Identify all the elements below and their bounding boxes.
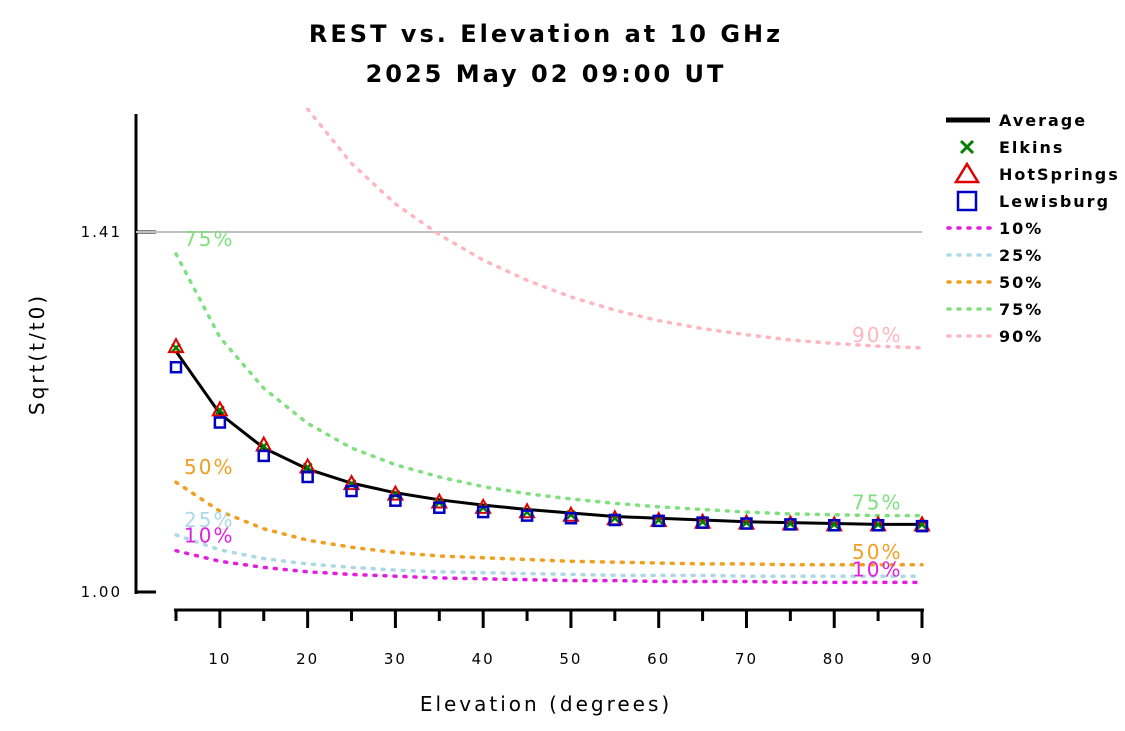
legend-label: 50% bbox=[999, 273, 1043, 292]
legend-swatch-triangle bbox=[953, 161, 981, 184]
x-tick-label: 40 bbox=[472, 650, 495, 668]
y-axis-label: Sqrt(t/t0) bbox=[25, 293, 49, 415]
lewisburg-point bbox=[564, 511, 578, 525]
percentile-line-10pct bbox=[174, 548, 924, 585]
hotsprings-point bbox=[430, 492, 448, 509]
legend-item-75pct: 75% bbox=[946, 300, 1043, 319]
legend-label: 10% bbox=[999, 219, 1043, 238]
chart-subtitle: 2025 May 02 09:00 UT bbox=[366, 60, 727, 88]
lewisburg-point bbox=[389, 494, 402, 507]
lewisburg-point bbox=[169, 360, 183, 374]
legend-item-lewisburg: Lewisburg bbox=[956, 190, 1110, 212]
x-tick-label: 30 bbox=[384, 650, 407, 668]
legend-swatch-square bbox=[956, 190, 978, 212]
average-line bbox=[174, 350, 922, 526]
legend-swatch-x bbox=[959, 139, 975, 155]
hotsprings-point bbox=[386, 484, 405, 501]
lewisburg-point bbox=[433, 501, 446, 514]
percentile-label: 90% bbox=[852, 323, 902, 347]
lewisburg-point bbox=[301, 470, 314, 484]
x-tick-label: 70 bbox=[735, 650, 758, 668]
percentile-label: 50% bbox=[184, 455, 234, 479]
lewisburg-point bbox=[213, 416, 227, 429]
percentile-label: 75% bbox=[184, 227, 234, 251]
hotsprings-point bbox=[342, 474, 361, 491]
y-tick-label: 1.41 bbox=[81, 223, 122, 241]
legend-item-50pct: 50% bbox=[946, 273, 1043, 292]
percentile-label: 25% bbox=[184, 508, 234, 532]
x-tick-label: 90 bbox=[910, 650, 933, 668]
percentile-label: 75% bbox=[852, 491, 902, 515]
x-tick-label: 20 bbox=[296, 650, 319, 668]
percentile-label: 10% bbox=[184, 524, 234, 548]
legend-item-90pct: 90% bbox=[946, 327, 1043, 346]
percentile-line-75pct bbox=[174, 252, 924, 518]
legend-item-elkins: Elkins bbox=[959, 138, 1064, 157]
legend-item-10pct: 10% bbox=[946, 219, 1043, 238]
lewisburg-point bbox=[915, 519, 929, 533]
legend-label: 90% bbox=[999, 327, 1043, 346]
legend-label: 25% bbox=[999, 246, 1043, 265]
percentile-label: 10% bbox=[852, 557, 902, 581]
x-axis-label: Elevation (degrees) bbox=[420, 692, 672, 716]
lewisburg-point bbox=[520, 509, 534, 522]
lewisburg-point bbox=[345, 484, 358, 498]
lewisburg-point bbox=[740, 517, 753, 530]
legend-label: Elkins bbox=[999, 138, 1064, 157]
lewisburg-point bbox=[257, 449, 271, 463]
legend-label: HotSprings bbox=[999, 165, 1120, 184]
legend-item-hotsprings: HotSprings bbox=[953, 161, 1120, 184]
hotsprings-point bbox=[167, 337, 185, 354]
lewisburg-point bbox=[652, 514, 665, 528]
percentile-line-90pct bbox=[305, 108, 924, 350]
y-tick-label: 1.00 bbox=[81, 583, 122, 601]
legend-label: 75% bbox=[999, 300, 1043, 319]
x-tick-label: 10 bbox=[208, 650, 231, 668]
percentile-label: 50% bbox=[852, 540, 902, 564]
legend-item-25pct: 25% bbox=[946, 246, 1043, 265]
lewisburg-point bbox=[871, 519, 885, 532]
legend: Average Elkins HotSprings Lewisburg 10% 25% 50… bbox=[946, 111, 1120, 346]
legend-label: Lewisburg bbox=[999, 192, 1110, 211]
lewisburg-point bbox=[827, 519, 841, 532]
lewisburg-point bbox=[784, 518, 797, 531]
x-tick-label: 60 bbox=[647, 650, 670, 668]
lewisburg-point bbox=[696, 516, 709, 529]
series-group bbox=[167, 108, 931, 585]
lewisburg-point bbox=[608, 513, 622, 527]
x-tick-label: 50 bbox=[559, 650, 582, 668]
hotsprings-point bbox=[211, 400, 229, 417]
lewisburg-point bbox=[476, 505, 490, 519]
chart-title: REST vs. Elevation at 10 GHz bbox=[309, 20, 783, 48]
legend-item-average: Average bbox=[946, 111, 1087, 130]
x-tick-label: 80 bbox=[823, 650, 846, 668]
legend-label: Average bbox=[999, 111, 1087, 130]
